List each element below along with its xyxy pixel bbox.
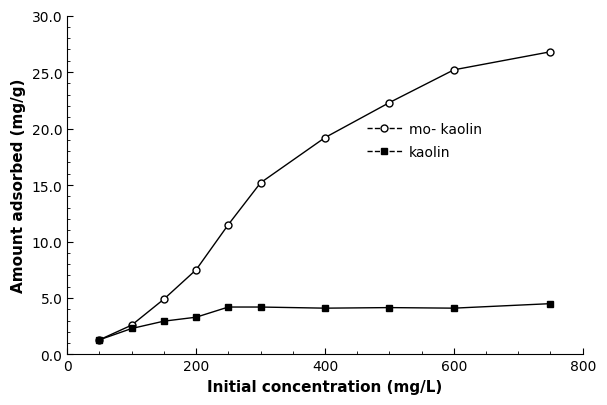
kaolin	[257, 305, 264, 310]
Y-axis label: Amount adsorbed (mg/g): Amount adsorbed (mg/g)	[11, 79, 26, 292]
kaolin	[96, 337, 103, 342]
kaolin	[386, 305, 393, 310]
kaolin	[128, 326, 135, 331]
kaolin	[450, 306, 458, 311]
mo- kaolin	[225, 223, 232, 228]
kaolin	[321, 306, 328, 311]
mo- kaolin	[192, 268, 200, 273]
mo- kaolin	[547, 50, 554, 55]
Legend: mo- kaolin, kaolin: mo- kaolin, kaolin	[363, 118, 486, 164]
kaolin	[160, 319, 168, 324]
mo- kaolin	[128, 323, 135, 328]
X-axis label: Initial concentration (mg/L): Initial concentration (mg/L)	[208, 379, 443, 394]
Line: kaolin: kaolin	[96, 301, 554, 343]
mo- kaolin	[386, 101, 393, 106]
mo- kaolin	[160, 297, 168, 302]
Line: mo- kaolin: mo- kaolin	[96, 49, 554, 343]
mo- kaolin	[321, 136, 328, 141]
mo- kaolin	[96, 337, 103, 342]
mo- kaolin	[450, 68, 458, 73]
kaolin	[225, 305, 232, 310]
mo- kaolin	[257, 181, 264, 186]
kaolin	[547, 301, 554, 306]
kaolin	[192, 315, 200, 320]
